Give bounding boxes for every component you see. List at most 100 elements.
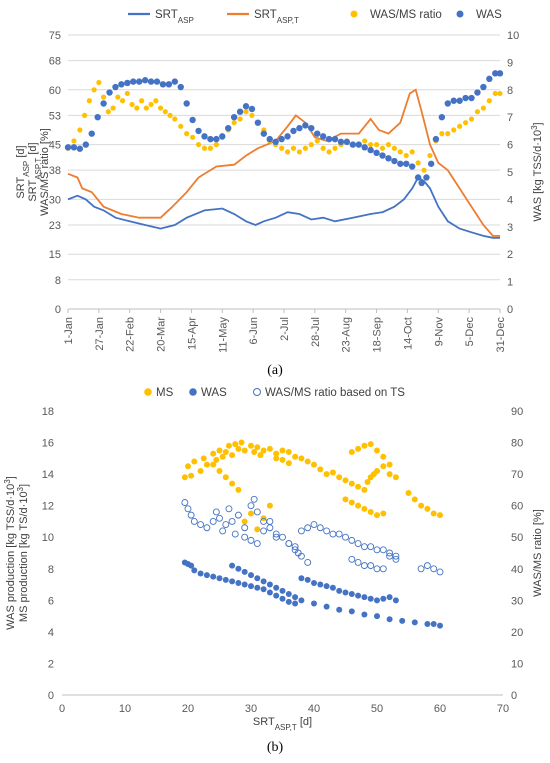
point-WAS <box>260 130 268 137</box>
point-WAS <box>159 81 167 88</box>
point-MS <box>285 449 292 456</box>
point-WAS <box>235 565 242 572</box>
point-WAS <box>112 83 119 91</box>
y-right-tick-label: 6 <box>507 140 513 152</box>
point-WAS_MS_ratio_TS <box>386 549 394 557</box>
point-WAS_MS_ratio_TS <box>373 565 381 573</box>
y-right-tick-label: 40 <box>511 564 523 576</box>
point-WAS_MS_ratio_TS <box>250 495 258 503</box>
point-WAS <box>374 597 380 604</box>
point-WAS <box>213 135 220 143</box>
y-left-axis-title: SRTASP [d] <box>15 145 31 198</box>
point-WAS <box>373 149 380 157</box>
point-WAS_MS_ratio <box>101 94 107 100</box>
point-WAS <box>480 83 487 91</box>
point-WAS <box>191 567 198 574</box>
point-WAS_MS_ratio_TS <box>247 536 255 544</box>
point-WAS <box>210 573 217 580</box>
y-left-tick-label: 53 <box>49 110 61 122</box>
point-MS <box>257 452 264 459</box>
point-WAS_MS_ratio <box>77 127 83 133</box>
x-tick-label: 18-Sep <box>372 317 384 352</box>
panel-label-a: (a) <box>267 363 283 378</box>
point-WAS_MS_ratio_TS <box>335 530 343 538</box>
point-WAS <box>348 608 355 615</box>
point-WAS_MS_ratio_TS <box>241 533 249 541</box>
x-tick-label: 9-Nov <box>433 317 445 347</box>
point-WAS <box>349 141 357 148</box>
point-MS <box>361 442 368 449</box>
point-WAS_MS_ratio <box>201 145 208 151</box>
y-left-axis-title: WAS/MS ratio [%] <box>39 128 51 216</box>
point-WAS_MS_ratio <box>243 109 249 115</box>
y-left-axis-title: SRTASP,T [d] <box>27 142 43 201</box>
legend-label-SRT_ASP_T: SRTASP,T <box>254 9 299 25</box>
point-WAS_MS_ratio <box>302 145 308 151</box>
point-WAS_MS_ratio <box>462 120 469 126</box>
point-WAS_MS_ratio_TS <box>360 543 368 551</box>
point-WAS_MS_ratio <box>119 98 126 104</box>
point-WAS <box>82 141 90 148</box>
y-left-tick-label: 68 <box>49 56 61 68</box>
y-left-tick-label: 6 <box>48 595 54 607</box>
point-MS <box>225 442 232 449</box>
point-WAS_MS_ratio <box>427 152 433 159</box>
x-tick-label: 5-Dec <box>464 317 476 347</box>
y-right-tick-label: 5 <box>507 167 513 179</box>
point-WAS_MS_ratio <box>153 98 159 104</box>
point-WAS <box>100 100 107 107</box>
y-left-axis-title: MS production [kg TS/d·103] <box>16 484 31 622</box>
point-MS <box>367 441 374 448</box>
point-WAS_MS_ratio <box>143 105 149 111</box>
point-WAS_MS_ratio_TS <box>329 530 337 538</box>
point-WAS <box>444 100 451 107</box>
point-WAS <box>285 591 292 598</box>
point-MS <box>361 486 368 493</box>
x-tick-label: 20-Mar <box>156 317 168 352</box>
point-WAS <box>266 581 273 588</box>
point-MS <box>210 450 217 457</box>
point-WAS_MS_ratio <box>290 145 297 151</box>
legend-swatch-WAS <box>189 388 197 396</box>
panel-a-line-chart: SRTASP SRTASP,T WAS/MS ratio WAS08152330384… <box>15 9 544 378</box>
point-WAS <box>106 89 113 96</box>
point-WAS_MS_ratio_TS <box>310 521 318 529</box>
x-tick-label: 20 <box>182 703 194 715</box>
point-WAS <box>311 579 317 586</box>
point-WAS <box>337 138 345 146</box>
point-WAS_MS_ratio <box>421 167 427 173</box>
point-WAS <box>355 141 362 148</box>
point-WAS_MS_ratio_TS <box>348 536 356 544</box>
point-WAS <box>216 575 223 582</box>
point-WAS_MS_ratio_TS <box>266 524 274 532</box>
point-WAS_MS_ratio_TS <box>297 552 305 560</box>
point-WAS <box>242 103 250 110</box>
point-WAS <box>236 108 244 115</box>
point-WAS_MS_ratio <box>284 149 291 155</box>
legend-label-MS: MS <box>156 387 174 399</box>
point-WAS_MS_ratio <box>105 109 111 115</box>
y-right-tick-label: 7 <box>507 112 513 124</box>
x-tick-label: 0 <box>59 703 65 715</box>
point-MS <box>386 471 393 478</box>
point-WAS_MS_ratio <box>320 145 326 151</box>
point-WAS_MS_ratio <box>167 112 173 118</box>
point-WAS_MS_ratio_TS <box>190 517 198 525</box>
y-left-tick-label: 30 <box>49 194 61 206</box>
point-WAS <box>147 78 155 85</box>
point-WAS <box>397 160 404 167</box>
point-WAS <box>348 591 355 598</box>
point-WAS_MS_ratio <box>213 142 219 148</box>
x-tick-label: 50 <box>371 703 383 715</box>
point-WAS_MS_ratio <box>480 105 486 111</box>
point-WAS <box>331 135 339 143</box>
point-MS <box>251 449 258 456</box>
point-WAS <box>88 130 95 137</box>
point-WAS <box>279 595 286 602</box>
point-WAS_MS_ratio <box>415 160 421 166</box>
legend-label-WAS: WAS <box>476 9 502 21</box>
point-WAS <box>367 595 374 602</box>
y-right-tick-label: 10 <box>507 30 519 42</box>
x-tick-label: 2-Jul <box>279 317 291 341</box>
point-WAS <box>355 592 362 599</box>
